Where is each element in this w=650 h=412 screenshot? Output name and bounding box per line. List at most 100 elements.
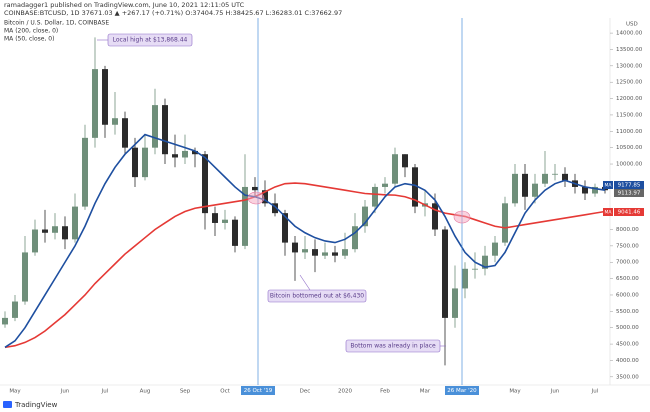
candle-body <box>22 252 28 302</box>
annotation-pointer <box>299 274 311 291</box>
candle-body <box>262 190 268 204</box>
candle-body <box>532 183 538 197</box>
candle-body <box>362 206 368 227</box>
y-tick-label: 3500.00 <box>616 374 639 380</box>
candle-body <box>552 173 558 175</box>
x-tick-label: 2020 <box>338 389 352 395</box>
flag-tag <box>603 181 613 189</box>
publisher-line: ramadagger1 published on TradingView.com… <box>4 1 245 9</box>
x-tick-label: May <box>509 389 521 395</box>
ma-line <box>4 182 606 349</box>
date-badge <box>241 386 275 395</box>
candle-body <box>402 154 408 168</box>
x-tick-label: Jun <box>60 389 70 395</box>
candle-body <box>62 226 68 240</box>
ma-line <box>4 133 606 349</box>
annotation-box <box>267 289 367 303</box>
footer-logo: TradingView <box>3 401 58 409</box>
candle-body <box>52 226 58 233</box>
symbol-line: COINBASE:BTCUSD, 1D 37671.03 ▲ +267.17 (… <box>4 9 342 17</box>
annotation: Bitcoin bottomed out at $6,430 <box>267 274 367 303</box>
candle-body <box>192 150 198 155</box>
candle-body <box>82 137 88 207</box>
y-tick-label: 12000.00 <box>616 96 643 102</box>
x-tick-label: Aug <box>140 389 151 395</box>
date-badge <box>445 386 479 395</box>
candle-body <box>542 173 548 184</box>
candle-body <box>312 249 318 256</box>
y-tick-label: 6500.00 <box>616 276 639 282</box>
candle-body <box>382 183 388 187</box>
x-tick-label: Jun <box>550 389 560 395</box>
candle-body <box>482 255 488 269</box>
y-tick-label: 10500.00 <box>616 145 643 151</box>
candle-body <box>272 203 278 214</box>
candle-body <box>72 206 78 240</box>
flag-tag-text: MA <box>605 183 613 189</box>
x-tick-label: Feb <box>380 389 390 395</box>
crossover-highlight <box>247 191 265 205</box>
candle-body <box>592 186 598 194</box>
candle-body <box>112 118 118 125</box>
candle-body <box>332 252 338 256</box>
candle-body <box>442 229 448 318</box>
brand: TradingView <box>14 401 58 409</box>
annotation: Bottom was already in place <box>345 339 446 353</box>
y-tick-label: 5000.00 <box>616 325 639 331</box>
price-flag <box>614 181 644 189</box>
annotation-text: Bottom was already in place <box>350 343 436 350</box>
y-tick-label: 13000.00 <box>616 63 643 69</box>
price-flag-text: 9177.85 <box>618 183 641 189</box>
candle-body <box>432 203 438 230</box>
candle-body <box>12 301 18 318</box>
y-tick-label: 4500.00 <box>616 342 639 348</box>
legend-entry: MA (200, close, 0) <box>4 28 58 35</box>
candle-body <box>522 173 528 197</box>
y-axis-label: USD <box>626 22 638 28</box>
annotation: Local high at $13,868.44 <box>97 33 193 47</box>
candle-body <box>202 154 208 214</box>
candle-body <box>472 268 478 270</box>
annotation-text: Bitcoin bottomed out at $6,430 <box>270 293 364 300</box>
y-tick-label: 4000.00 <box>616 358 639 364</box>
candle-body <box>302 249 308 253</box>
x-tick-label: Oct <box>220 389 230 395</box>
x-tick-label: May <box>9 389 21 395</box>
plot: 3500.00 4000.00 4500.00 5000.00 5500.00 6000.… <box>2 28 643 395</box>
price-flag <box>614 189 644 197</box>
candle-body <box>492 242 498 256</box>
candle-body <box>102 69 108 125</box>
candle-body <box>372 186 378 207</box>
candle-body <box>392 154 398 184</box>
candle-body <box>502 203 508 243</box>
candle-body <box>232 219 238 246</box>
candle-body <box>322 252 328 256</box>
price-flag <box>614 208 644 216</box>
y-tick-label: 13500.00 <box>616 47 643 53</box>
candle-body <box>222 219 228 223</box>
candle-body <box>242 186 248 246</box>
candle-body <box>172 154 178 158</box>
y-tick-label: 14000.00 <box>616 31 643 37</box>
chart-title: Bitcoin / U.S. Dollar, 1D, COINBASE <box>4 20 109 27</box>
y-tick-label: 5500.00 <box>616 309 639 315</box>
x-tick-label: Jul <box>591 389 599 395</box>
candle-body <box>152 105 158 148</box>
x-tick-label: Dec <box>300 389 311 395</box>
candle-body <box>132 147 138 178</box>
y-tick-label: 7000.00 <box>616 260 639 266</box>
candle-body <box>162 105 168 155</box>
candle-body <box>342 249 348 256</box>
candle-body <box>182 150 188 158</box>
date-badge-text: 26 Mar '20 <box>447 388 477 394</box>
y-tick-label: 11000.00 <box>616 129 643 135</box>
candle-body <box>562 173 568 181</box>
y-tick-label: 10000.00 <box>616 162 643 168</box>
date-badge-text: 26 Oct '19 <box>244 388 273 394</box>
candle-body <box>582 186 588 194</box>
candle-body <box>292 242 298 253</box>
